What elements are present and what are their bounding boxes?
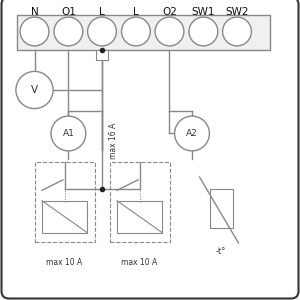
Circle shape [175, 116, 209, 151]
Text: max 16 A: max 16 A [109, 123, 118, 159]
Text: N: N [31, 7, 38, 17]
Text: SW2: SW2 [225, 7, 249, 17]
Circle shape [155, 17, 184, 46]
Bar [34, 162, 94, 242]
Text: L: L [133, 7, 139, 17]
Circle shape [54, 17, 83, 46]
Text: O1: O1 [61, 7, 76, 17]
Text: max 10 A: max 10 A [46, 258, 82, 267]
Text: V: V [31, 85, 38, 95]
Bar [117, 201, 162, 232]
Circle shape [223, 17, 251, 46]
Bar [16, 15, 270, 50]
Text: max 10 A: max 10 A [122, 258, 158, 267]
Bar [42, 201, 87, 232]
Circle shape [88, 17, 116, 46]
Circle shape [20, 17, 49, 46]
Text: -t°: -t° [216, 248, 226, 256]
Bar [110, 162, 170, 242]
Circle shape [16, 71, 53, 109]
Bar [96, 50, 108, 60]
Text: A2: A2 [186, 129, 198, 138]
Circle shape [189, 17, 218, 46]
Bar [210, 189, 233, 228]
Circle shape [122, 17, 150, 46]
Text: O2: O2 [162, 7, 177, 17]
Circle shape [51, 116, 86, 151]
Text: SW1: SW1 [192, 7, 215, 17]
Text: A1: A1 [62, 129, 74, 138]
Text: L: L [99, 7, 105, 17]
